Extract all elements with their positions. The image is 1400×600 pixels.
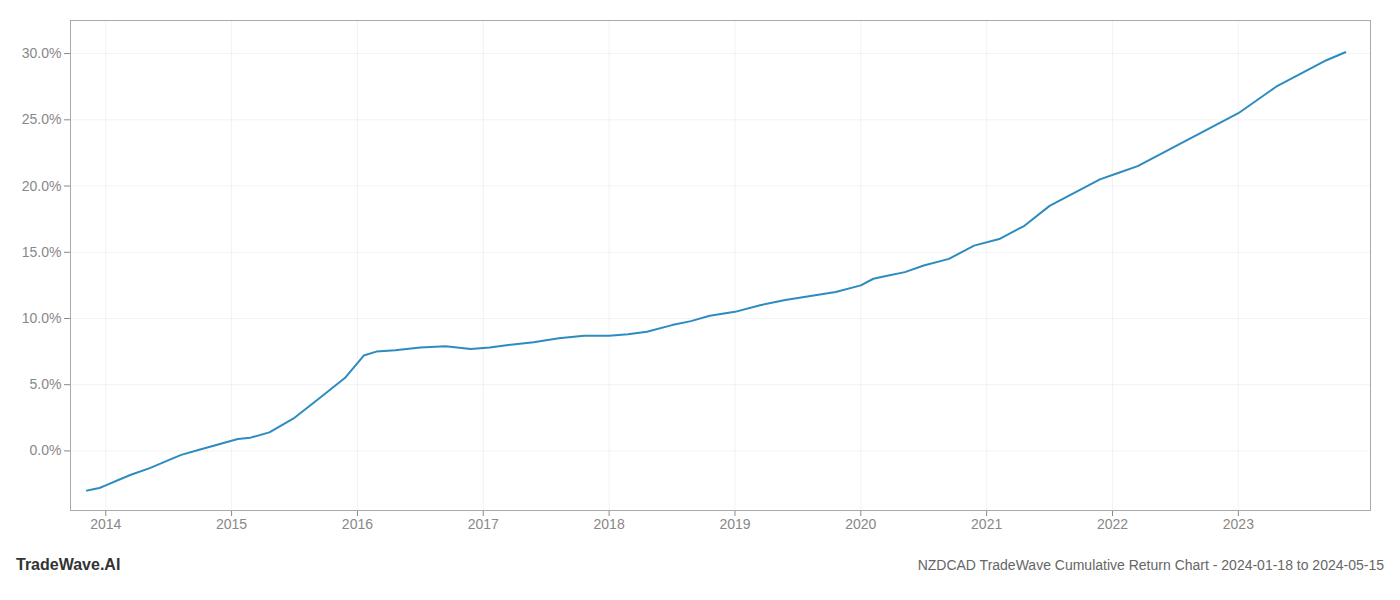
svg-text:2019: 2019: [719, 516, 750, 532]
svg-text:30.0%: 30.0%: [22, 45, 62, 61]
svg-text:2015: 2015: [216, 516, 247, 532]
svg-text:2018: 2018: [594, 516, 625, 532]
svg-text:25.0%: 25.0%: [22, 111, 62, 127]
svg-text:2014: 2014: [90, 516, 121, 532]
svg-text:20.0%: 20.0%: [22, 178, 62, 194]
svg-text:0.0%: 0.0%: [30, 442, 62, 458]
html-text:TradeWave.AI: TradeWave.AI: [16, 556, 121, 573]
html-text:NZDCAD TradeWave Cumulative Re: NZDCAD TradeWave Cumulative Return Chart…: [917, 557, 1384, 573]
svg-text:2020: 2020: [845, 516, 876, 532]
svg-text:2016: 2016: [342, 516, 373, 532]
svg-text:10.0%: 10.0%: [22, 310, 62, 326]
svg-text:5.0%: 5.0%: [30, 376, 62, 392]
svg-text:15.0%: 15.0%: [22, 244, 62, 260]
svg-text:2021: 2021: [971, 516, 1002, 532]
svg-text:2017: 2017: [468, 516, 499, 532]
svg-text:2022: 2022: [1097, 516, 1128, 532]
svg-text:2023: 2023: [1223, 516, 1254, 532]
